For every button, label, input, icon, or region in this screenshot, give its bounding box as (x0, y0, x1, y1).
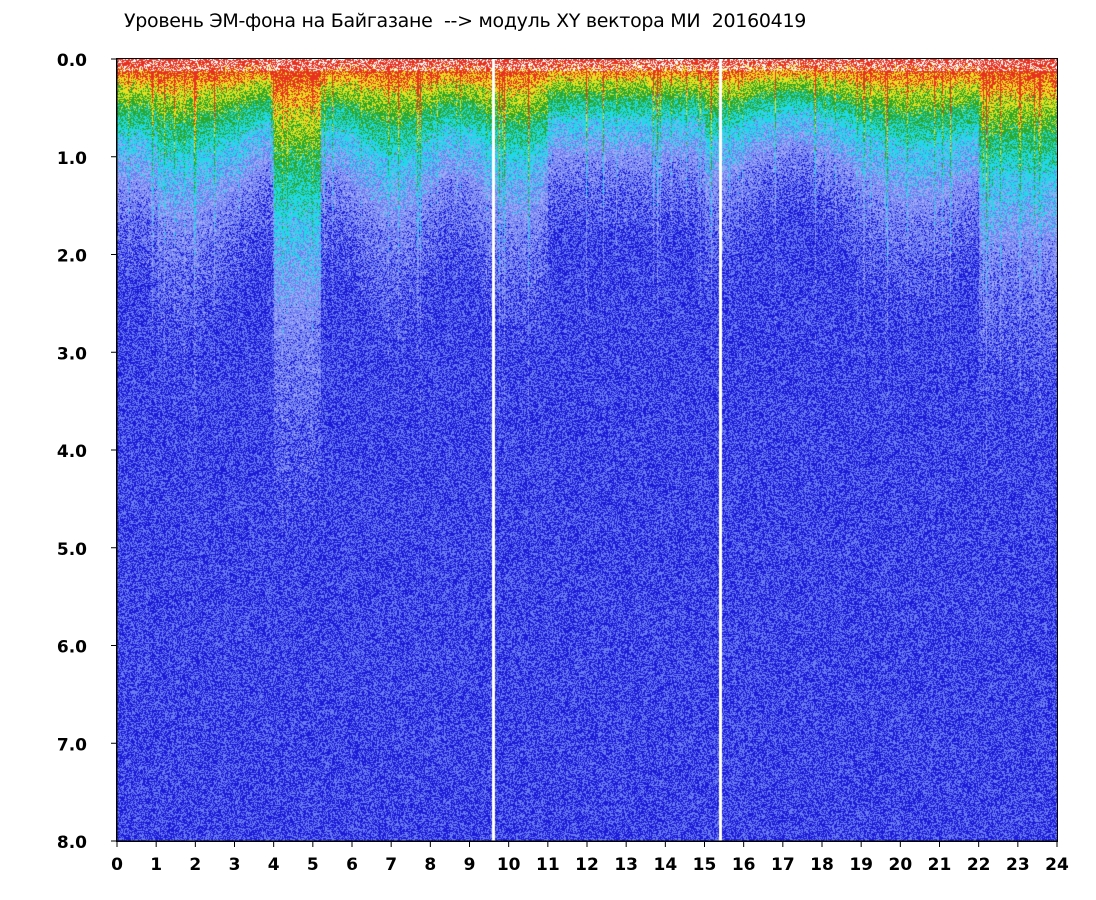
x-tick-label: 16 (732, 855, 756, 875)
x-tick-label: 8 (424, 855, 436, 875)
x-tick-label: 17 (771, 855, 795, 875)
y-tick-label: 8.0 (57, 833, 87, 853)
x-tick-label: 2 (189, 855, 201, 875)
x-tick-label: 24 (1045, 855, 1069, 875)
y-tick-label: 0.0 (57, 51, 87, 71)
x-tick-label: 11 (536, 855, 560, 875)
x-tick-label: 1 (150, 855, 162, 875)
plot-area (116, 58, 1058, 842)
x-tick-label: 12 (575, 855, 599, 875)
y-tick-label: 7.0 (57, 735, 87, 755)
x-tick-label: 9 (464, 855, 476, 875)
x-tick-label: 5 (307, 855, 319, 875)
x-tick-label: 22 (967, 855, 991, 875)
x-tick-label: 15 (693, 855, 717, 875)
x-tick-label: 19 (849, 855, 873, 875)
x-tick-label: 21 (928, 855, 952, 875)
x-tick-label: 4 (268, 855, 280, 875)
spectrogram-heatmap (117, 59, 1057, 841)
y-tick-label: 4.0 (57, 442, 87, 462)
y-tick-label: 3.0 (57, 344, 87, 364)
y-tick-label: 1.0 (57, 149, 87, 169)
x-tick-label: 0 (111, 855, 123, 875)
x-tick-label: 23 (1006, 855, 1030, 875)
x-tick-label: 10 (497, 855, 521, 875)
x-tick-label: 3 (229, 855, 241, 875)
x-tick-label: 13 (614, 855, 638, 875)
chart-title: Уровень ЭМ-фона на Байгазане --> модуль … (124, 10, 807, 32)
y-tick-label: 2.0 (57, 247, 87, 267)
x-tick-label: 7 (385, 855, 397, 875)
x-tick-label: 6 (346, 855, 358, 875)
x-tick-label: 14 (653, 855, 677, 875)
y-tick-label: 5.0 (57, 540, 87, 560)
y-tick-label: 6.0 (57, 638, 87, 658)
x-tick-label: 18 (810, 855, 834, 875)
x-tick-label: 20 (888, 855, 912, 875)
